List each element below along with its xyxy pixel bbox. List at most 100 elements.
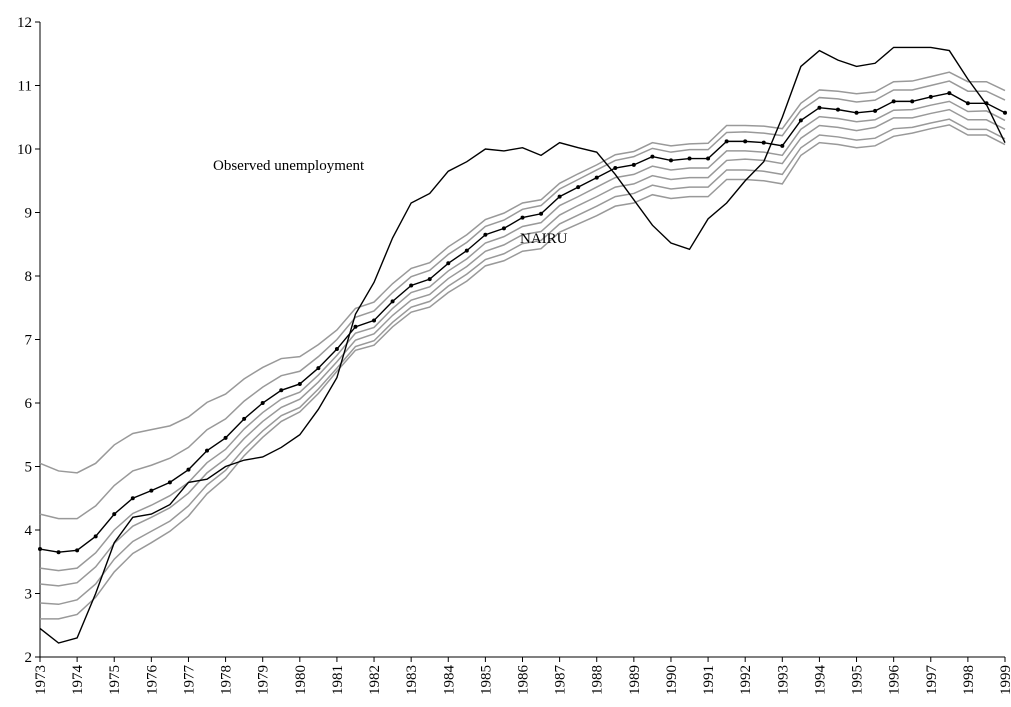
series-line bbox=[39, 100, 1006, 572]
marker bbox=[1003, 110, 1007, 115]
marker bbox=[353, 324, 358, 329]
series-line bbox=[39, 108, 1006, 587]
marker bbox=[186, 467, 191, 472]
marker bbox=[464, 248, 469, 253]
series-line bbox=[39, 80, 1006, 520]
marker bbox=[223, 435, 228, 440]
x-tick-label: 1993 bbox=[775, 665, 791, 695]
y-tick-label: 4 bbox=[25, 523, 33, 539]
marker bbox=[743, 139, 748, 144]
marker bbox=[279, 388, 284, 393]
x-tick-label: 1975 bbox=[107, 665, 123, 695]
marker bbox=[724, 139, 729, 144]
series-line bbox=[39, 118, 1006, 606]
marker bbox=[928, 94, 933, 99]
marker bbox=[687, 156, 692, 161]
x-tick-label: 1978 bbox=[219, 665, 235, 695]
marker bbox=[316, 366, 321, 371]
marker bbox=[891, 99, 896, 104]
x-tick-label: 1996 bbox=[887, 665, 903, 696]
y-tick-label: 6 bbox=[25, 396, 33, 412]
marker bbox=[539, 211, 544, 216]
y-tick-label: 10 bbox=[17, 142, 32, 158]
x-tick-label: 1976 bbox=[144, 665, 160, 696]
marker bbox=[93, 534, 98, 539]
marker bbox=[242, 416, 247, 421]
marker bbox=[130, 496, 135, 501]
x-tick-label: 1990 bbox=[664, 665, 680, 695]
x-tick-label: 1985 bbox=[478, 665, 494, 695]
marker bbox=[205, 448, 210, 453]
marker bbox=[520, 215, 525, 220]
y-tick-label: 11 bbox=[18, 79, 32, 95]
marker bbox=[297, 381, 302, 386]
marker bbox=[910, 99, 915, 104]
marker bbox=[56, 550, 61, 555]
marker bbox=[409, 283, 414, 288]
marker bbox=[780, 143, 785, 148]
x-tick-label: 1992 bbox=[738, 665, 754, 695]
marker bbox=[372, 318, 377, 323]
series-line bbox=[39, 92, 1006, 553]
marker bbox=[75, 548, 80, 553]
y-tick-label: 12 bbox=[17, 15, 32, 31]
marker bbox=[984, 101, 989, 106]
marker bbox=[631, 162, 636, 167]
x-tick-label: 1998 bbox=[961, 665, 977, 695]
x-tick-label: 1974 bbox=[70, 665, 86, 696]
marker bbox=[706, 156, 711, 161]
marker bbox=[613, 166, 618, 171]
marker bbox=[149, 488, 154, 493]
marker bbox=[835, 107, 840, 112]
marker bbox=[446, 261, 451, 266]
marker bbox=[390, 299, 395, 304]
marker bbox=[965, 101, 970, 106]
plot: 2 3 4 5 6 7 8 9 10 11 12 1973 1974 1975 1976 1977 1978 19… bbox=[17, 15, 1011, 695]
annotation: NAIRU bbox=[520, 231, 568, 247]
marker bbox=[427, 277, 432, 282]
x-tick-label: 1982 bbox=[367, 665, 383, 695]
x-tick-label: 1980 bbox=[293, 665, 309, 695]
marker bbox=[594, 175, 599, 180]
y-tick-label: 5 bbox=[25, 460, 33, 476]
x-tick-label: 1989 bbox=[627, 665, 643, 695]
marker bbox=[650, 154, 655, 159]
annotation: Observed unemployment bbox=[213, 158, 365, 174]
marker bbox=[557, 194, 562, 199]
marker bbox=[483, 232, 488, 237]
y-tick-label: 9 bbox=[25, 206, 33, 222]
marker bbox=[798, 118, 803, 123]
series-line bbox=[39, 46, 1006, 644]
x-tick-label: 1994 bbox=[812, 665, 828, 696]
x-tick-label: 1984 bbox=[441, 665, 457, 696]
marker bbox=[668, 158, 673, 163]
y-tick-label: 3 bbox=[25, 587, 33, 603]
marker bbox=[873, 108, 878, 113]
x-tick-label: 1995 bbox=[850, 665, 866, 695]
x-tick-label: 1973 bbox=[33, 665, 49, 695]
marker bbox=[260, 401, 265, 405]
marker bbox=[501, 226, 506, 231]
marker bbox=[854, 110, 859, 115]
x-tick-label: 1991 bbox=[701, 665, 717, 695]
x-tick-label: 1988 bbox=[590, 665, 606, 695]
x-tick-label: 1981 bbox=[330, 665, 346, 695]
x-tick-label: 1977 bbox=[181, 665, 197, 696]
marker bbox=[167, 480, 172, 485]
marker bbox=[334, 347, 339, 352]
marker bbox=[38, 547, 42, 552]
x-tick-label: 1997 bbox=[924, 665, 940, 696]
x-tick-label: 1979 bbox=[256, 665, 272, 695]
y-tick-label: 8 bbox=[25, 269, 33, 285]
x-tick-label: 1986 bbox=[516, 665, 532, 696]
x-tick-label: 1999 bbox=[998, 665, 1011, 695]
y-tick-label: 2 bbox=[25, 650, 33, 666]
marker bbox=[112, 512, 117, 517]
y-tick-label: 7 bbox=[25, 333, 33, 349]
marker bbox=[817, 105, 822, 110]
marker bbox=[761, 140, 766, 145]
marker bbox=[947, 91, 952, 96]
x-tick-label: 1987 bbox=[553, 665, 569, 696]
x-tick-label: 1983 bbox=[404, 665, 420, 695]
